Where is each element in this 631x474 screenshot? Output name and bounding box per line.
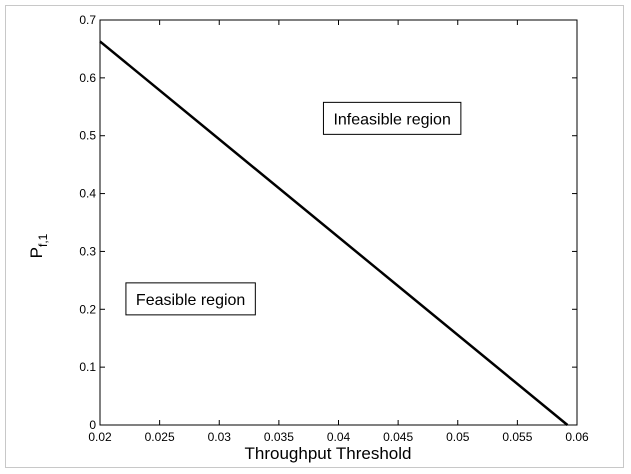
y-tick-label: 0.2 [79, 302, 96, 316]
y-tick-label: 0.7 [79, 13, 96, 27]
x-tick-label: 0.025 [145, 430, 175, 444]
annotation-border [125, 282, 256, 316]
annotation-box: Infeasible region [322, 101, 462, 135]
annotation-text: Infeasible region [333, 111, 450, 128]
y-tick-label: 0.4 [79, 187, 96, 201]
y-tick-label: 0 [89, 418, 96, 432]
x-axis-label: Throughput Threshold [245, 444, 412, 463]
y-tick-label: 0.1 [79, 360, 96, 374]
x-tick-label: 0.035 [264, 430, 294, 444]
y-tick-label: 0.3 [79, 244, 96, 258]
x-tick-label: 0.045 [383, 430, 413, 444]
figure-frame [5, 5, 624, 468]
x-tick-label: 0.05 [446, 430, 470, 444]
x-tick-label: 0.06 [565, 430, 589, 444]
axes-layer [99, 19, 578, 426]
x-tick-label: 0.02 [88, 430, 112, 444]
y-axis-label-main: P [27, 247, 46, 258]
y-axis-label: Pf,1 [27, 233, 50, 258]
series-layer [99, 40, 569, 426]
annotation-border [322, 101, 462, 135]
annotation-layer: Infeasible region Feasible region [125, 101, 462, 316]
plot-area [99, 19, 578, 426]
x-tick-label: 0.04 [327, 430, 351, 444]
ticks-layer: 0.02 0.025 0.03 0.035 0.04 0.045 0.05 0.055 0.06… [79, 13, 589, 444]
series-line [99, 40, 569, 426]
y-tick-label: 0.5 [79, 129, 96, 143]
annotation-box: Feasible region [125, 282, 256, 316]
annotation-text: Feasible region [136, 292, 245, 309]
y-axis-label-subscript: f,1 [36, 233, 50, 247]
x-tick-label: 0.03 [208, 430, 232, 444]
x-tick-label: 0.055 [502, 430, 532, 444]
y-tick-label: 0.6 [79, 71, 96, 85]
